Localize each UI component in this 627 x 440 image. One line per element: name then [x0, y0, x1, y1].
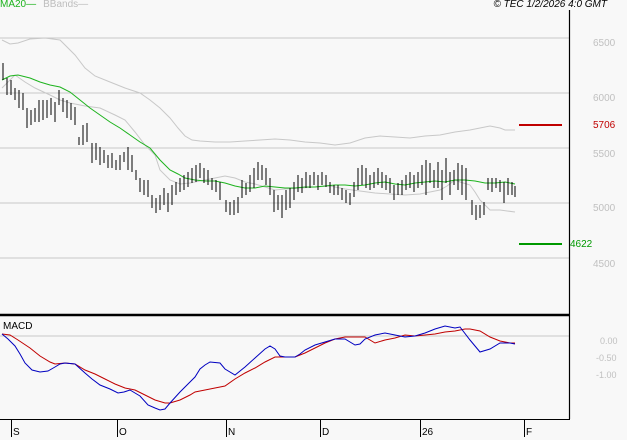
macd-line — [1, 325, 516, 411]
y-label-5500: 5500 — [593, 149, 616, 160]
x-axis-ticks — [11, 420, 525, 437]
x-label-2026: 26 — [422, 427, 434, 438]
support-label: 4622 — [570, 239, 593, 250]
macd-title: MACD — [3, 321, 33, 332]
price-gridlines — [0, 37, 569, 337]
resistance-label: 5706 — [593, 120, 616, 131]
copyright-timestamp: © TEC 1/2/2026 4:0 GMT — [493, 0, 607, 10]
chart-legend: MA20— BBands— — [0, 0, 88, 11]
macd-signal-line — [1, 328, 515, 404]
price-bars — [2, 63, 516, 220]
legend-ma20: MA20— — [0, 0, 37, 10]
x-label-oct: O — [119, 427, 127, 438]
y-label-5000: 5000 — [593, 203, 616, 214]
macd-y-label-neg100: -1.00 — [596, 370, 617, 380]
x-label-dec: D — [322, 427, 330, 438]
y-label-6000: 6000 — [593, 93, 616, 104]
x-label-sep: S — [13, 427, 20, 438]
x-label-feb: F — [526, 427, 533, 438]
macd-y-label-0: 0.00 — [600, 336, 618, 346]
legend-bbands: BBands— — [43, 0, 89, 10]
ma20-line — [1, 74, 516, 189]
y-label-6500: 6500 — [593, 38, 616, 49]
y-label-4500: 4500 — [593, 259, 616, 270]
macd-y-label-neg050: -0.50 — [596, 353, 617, 363]
x-label-nov: N — [228, 427, 236, 438]
